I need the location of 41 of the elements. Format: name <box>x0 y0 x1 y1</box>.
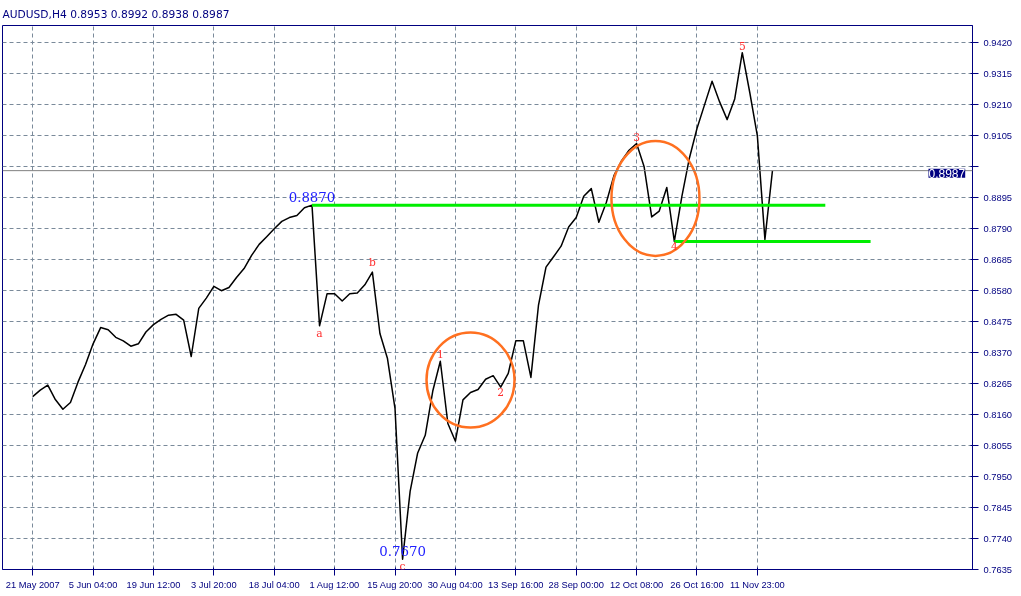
y-tick-label: 0.9315 <box>983 68 1013 79</box>
x-tick-label: 18 Jul 04:00 <box>248 579 300 590</box>
y-tick-label: 0.8055 <box>983 440 1013 451</box>
y-tick-label: 0.8475 <box>983 316 1013 327</box>
annotation: 0.8870 <box>288 190 336 206</box>
annotation: 1 <box>436 348 444 362</box>
annotation: a <box>316 326 324 340</box>
y-tick-label: 0.9420 <box>983 37 1013 48</box>
y-tick-label: 0.8895 <box>983 192 1013 203</box>
x-tick-label: 3 Jul 20:00 <box>191 579 237 590</box>
ref-line-label: 0.8987 <box>928 166 966 181</box>
x-tick-label: 28 Sep 00:00 <box>548 579 604 590</box>
x-tick-label: 11 Nov 23:00 <box>729 579 785 590</box>
x-tick-label: 30 Aug 04:00 <box>427 579 483 590</box>
y-tick-label: 0.7950 <box>983 471 1013 482</box>
annotation: b <box>368 256 376 270</box>
y-tick-label: 0.9210 <box>983 99 1013 110</box>
y-tick-label: 0.8370 <box>983 347 1013 358</box>
y-tick-label: 0.8265 <box>983 378 1013 389</box>
x-tick-label: 15 Aug 20:00 <box>367 579 423 590</box>
annotation: c <box>399 560 406 574</box>
x-tick-label: 5 Jun 04:00 <box>68 579 118 590</box>
y-tick-label: 0.8580 <box>983 285 1013 296</box>
y-tick-label: 0.8160 <box>983 409 1013 420</box>
y-tick-label: 0.8685 <box>983 254 1013 265</box>
annotation: 2 <box>497 386 505 400</box>
y-tick-label: 0.7740 <box>983 533 1013 544</box>
x-tick-label: 12 Oct 08:00 <box>609 579 664 590</box>
x-tick-label: 13 Sep 16:00 <box>488 579 544 590</box>
y-tick-label: 0.8790 <box>983 223 1013 234</box>
annotation: 5 <box>738 39 746 53</box>
y-tick-label: 0.7845 <box>983 502 1013 513</box>
annotation: 3 <box>633 130 640 144</box>
x-tick-label: 26 Oct 16:00 <box>670 579 724 590</box>
y-tick-label: 0.9105 <box>983 130 1013 141</box>
x-tick-label: 1 Aug 12:00 <box>309 579 360 590</box>
x-tick-label: 19 Jun 12:00 <box>126 579 181 590</box>
line-series <box>31 51 774 560</box>
x-tick-label: 21 May 2007 <box>5 579 60 590</box>
chart-title: AUDUSD,H4 0.8953 0.8992 0.8938 0.8987 <box>2 7 230 21</box>
y-tick-label: 0.7635 <box>983 564 1013 575</box>
